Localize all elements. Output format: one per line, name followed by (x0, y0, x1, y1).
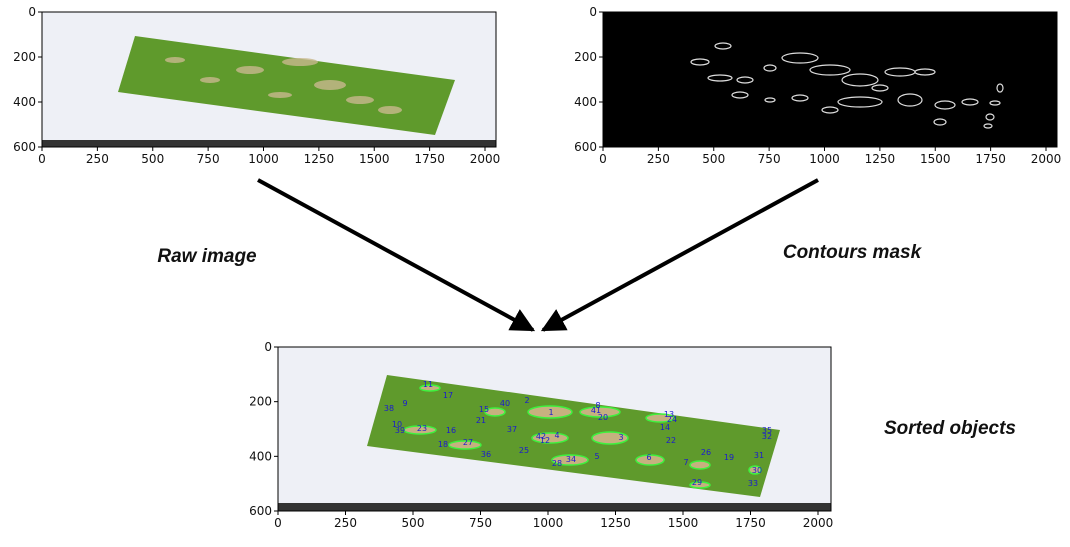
y-tick-label: 400 (13, 95, 36, 109)
object-label: 6 (646, 453, 651, 462)
object-label: 1 (548, 408, 553, 417)
image-frame (602, 11, 1058, 148)
x-tick-label: 1250 (600, 516, 631, 530)
x-tick-label: 500 (702, 152, 725, 166)
object-label: 10 (392, 420, 402, 429)
x-tick-label: 1000 (533, 516, 564, 530)
y-tick-label: 200 (574, 50, 597, 64)
object-label: 12 (540, 436, 550, 445)
object-label: 21 (476, 416, 486, 425)
object-label: 26 (701, 448, 711, 457)
x-tick-label: 2000 (803, 516, 834, 530)
x-tick-label: 500 (141, 152, 164, 166)
x-tick-label: 1000 (809, 152, 840, 166)
arrow (540, 178, 819, 332)
contours-mask (603, 12, 1057, 147)
x-tick-label: 1250 (865, 152, 896, 166)
x-tick-label: 250 (334, 516, 357, 530)
x-tick-label: 1750 (414, 152, 445, 166)
object-label: 8 (595, 401, 600, 410)
object-label: 4 (554, 431, 559, 440)
object-label: 27 (463, 438, 473, 447)
x-tick-label: 0 (274, 516, 282, 530)
x-tick-label: 1500 (668, 516, 699, 530)
sorted-objects-image (278, 347, 831, 511)
y-tick-label: 400 (249, 449, 272, 463)
object-label: 3 (618, 433, 623, 442)
caption: Contours mask (783, 242, 923, 263)
object-label: 24 (667, 415, 677, 424)
y-tick-label: 400 (574, 95, 597, 109)
object-label: 16 (446, 426, 456, 435)
object-label: 23 (417, 424, 427, 433)
object-label: 38 (384, 404, 394, 413)
x-tick-label: 1000 (248, 152, 279, 166)
object-label: 20 (598, 413, 608, 422)
object-label: 19 (724, 453, 734, 462)
x-tick-label: 500 (402, 516, 425, 530)
object-label: 14 (660, 423, 670, 432)
x-tick-label: 250 (647, 152, 670, 166)
object-label: 31 (754, 451, 764, 460)
caption: Sorted objects (884, 418, 1016, 439)
x-tick-label: 0 (599, 152, 607, 166)
x-tick-label: 750 (758, 152, 781, 166)
object-label: 17 (443, 391, 453, 400)
x-tick-label: 2000 (470, 152, 501, 166)
x-tick-label: 1750 (735, 516, 766, 530)
object-label: 34 (566, 455, 576, 464)
object-label: 37 (507, 425, 517, 434)
arrow (257, 178, 536, 332)
object-label: 39 (395, 426, 405, 435)
y-tick-label: 0 (28, 5, 36, 19)
y-tick-label: 200 (249, 395, 272, 409)
image-frame (41, 11, 497, 148)
raw-image (42, 12, 496, 147)
y-tick-label: 600 (13, 140, 36, 154)
x-tick-label: 1750 (975, 152, 1006, 166)
object-label: 11 (423, 380, 433, 389)
x-tick-label: 0 (38, 152, 46, 166)
x-tick-label: 1500 (920, 152, 951, 166)
object-label: 35 (762, 426, 772, 435)
x-tick-label: 250 (86, 152, 109, 166)
y-tick-label: 0 (264, 340, 272, 354)
y-tick-label: 600 (574, 140, 597, 154)
caption: Raw image (157, 246, 257, 267)
object-label: 25 (519, 446, 529, 455)
object-label: 5 (594, 452, 599, 461)
x-tick-label: 1500 (359, 152, 390, 166)
x-tick-label: 750 (197, 152, 220, 166)
x-tick-label: 750 (469, 516, 492, 530)
object-label: 32 (762, 432, 772, 441)
object-label: 18 (438, 440, 448, 449)
object-label: 30 (752, 466, 762, 475)
object-label: 9 (402, 399, 407, 408)
object-label: 41 (591, 406, 601, 415)
y-tick-label: 200 (13, 50, 36, 64)
image-frame (277, 346, 832, 512)
object-label: 2 (524, 396, 529, 405)
object-label: 29 (692, 478, 702, 487)
object-label: 22 (666, 436, 676, 445)
object-label: 36 (481, 450, 491, 459)
object-label: 40 (500, 399, 510, 408)
x-tick-label: 1250 (304, 152, 335, 166)
y-tick-label: 0 (589, 5, 597, 19)
object-label: 7 (683, 458, 688, 467)
object-label: 33 (748, 479, 758, 488)
object-label: 28 (552, 459, 562, 468)
y-tick-label: 600 (249, 504, 272, 518)
object-label: 42 (536, 432, 546, 441)
x-tick-label: 2000 (1031, 152, 1062, 166)
object-label: 13 (664, 410, 674, 419)
object-label: 15 (479, 405, 489, 414)
